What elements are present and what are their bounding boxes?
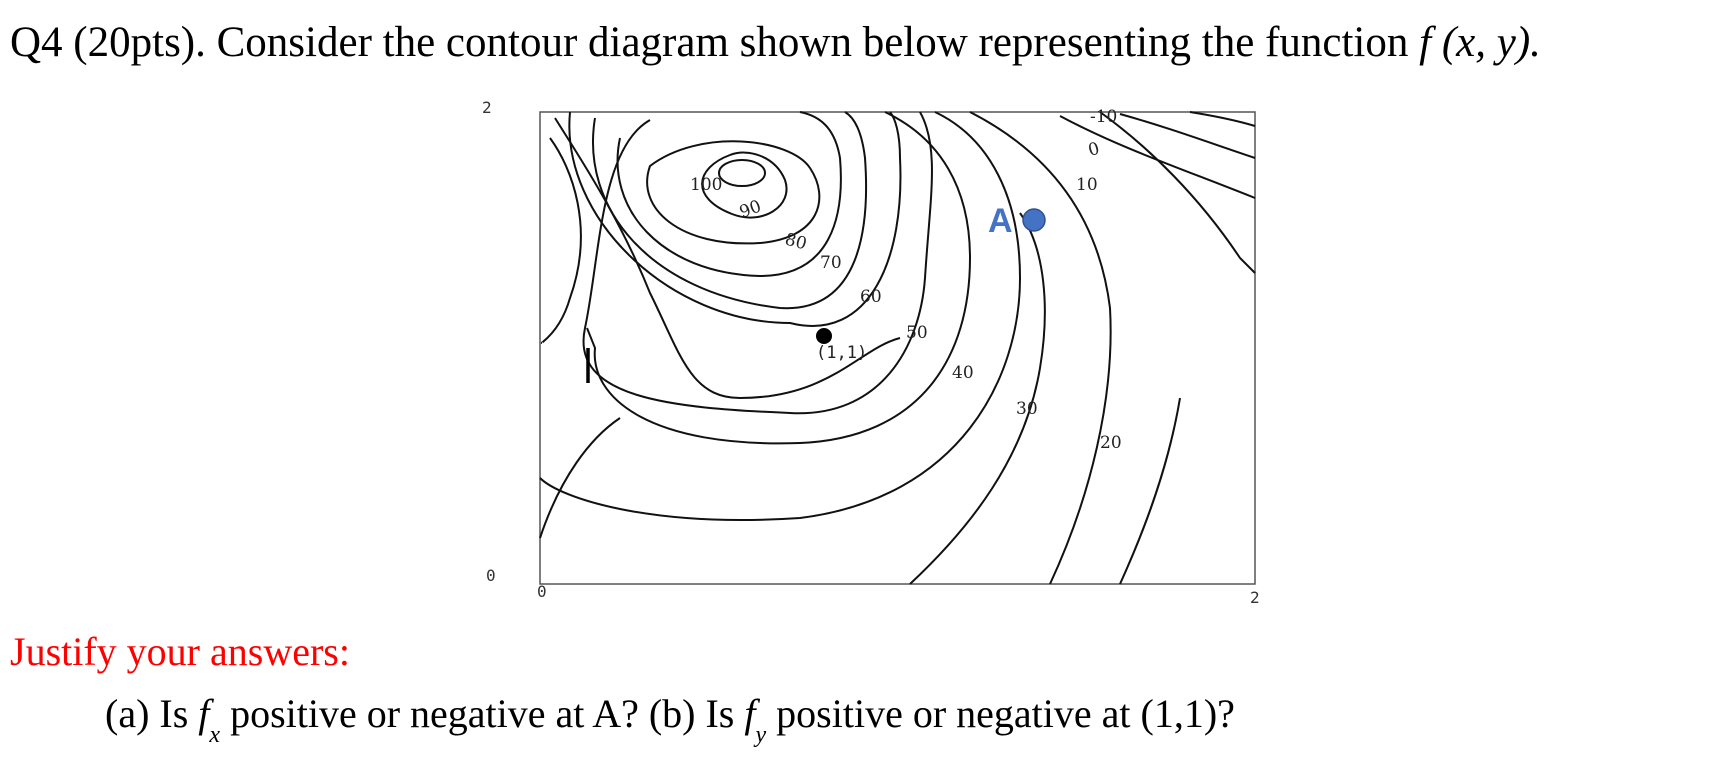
- contour-30-outer: [539, 111, 1022, 521]
- plot-frame: [539, 111, 1256, 585]
- x-axis-right-label: 2: [1250, 588, 1260, 607]
- contour-80: [616, 111, 842, 278]
- part-a-prefix: (a) Is: [105, 691, 199, 736]
- contour-left-lower: [539, 417, 621, 539]
- point-a-label: A: [988, 202, 1013, 240]
- level-label-10: 10: [1076, 175, 1098, 195]
- level-label-90: 90: [737, 197, 764, 223]
- part-b-prefix: (b) Is: [648, 691, 745, 736]
- contour-peak: [718, 159, 766, 187]
- part-a-function: f: [198, 691, 210, 736]
- level-label-100: 100: [690, 175, 722, 195]
- level-label-80: 80: [783, 230, 809, 255]
- contour-100: [701, 151, 788, 219]
- contour-30: [909, 212, 1046, 585]
- contour-40: [586, 111, 972, 445]
- point-1-1-marker: [816, 328, 832, 344]
- y-axis-bottom-label: 0: [486, 566, 496, 585]
- contour-lines: [539, 111, 1256, 585]
- contour-diagram: 100 90 80 70 60 50 40 30 20 10 0 -10 (1,…: [539, 107, 1256, 585]
- level-label-0: 0: [1086, 139, 1102, 161]
- contour-60-lower: [554, 117, 901, 400]
- level-label-70: 70: [820, 253, 842, 273]
- part-a-subscript: x: [209, 722, 221, 748]
- question-prefix: Q4 (20pts). Consider the contour diagram…: [10, 19, 1420, 66]
- justify-instruction: Justify your answers:: [10, 629, 350, 674]
- y-axis-top-label: 2: [482, 98, 492, 117]
- contour-20: [969, 111, 1112, 585]
- level-label-neg10: -10: [1090, 107, 1117, 127]
- level-label-50: 50: [906, 323, 928, 343]
- contour-neg10: [1189, 111, 1256, 127]
- contour-0: [1119, 113, 1256, 159]
- level-label-30: 30: [1016, 399, 1038, 419]
- contour-10-far: [1099, 111, 1256, 274]
- point-a-marker: [1022, 208, 1046, 232]
- level-label-60: 60: [860, 287, 882, 307]
- contour-60-top: [568, 111, 902, 327]
- function-expression: f (x, y).: [1419, 19, 1541, 66]
- contour-90: [646, 140, 821, 245]
- x-axis-left-label: 0: [537, 582, 547, 601]
- part-b-function: f: [744, 691, 756, 736]
- part-b-text: positive or negative at (1,1)?: [766, 691, 1235, 736]
- contour-10: [1059, 115, 1256, 199]
- contour-right-lower: [1119, 397, 1181, 585]
- question-parts: (a) Is fx positive or negative at A? (b)…: [105, 690, 1235, 748]
- contour-50: [582, 111, 933, 415]
- point-1-1-label: (1,1): [816, 343, 867, 363]
- level-label-40: 40: [952, 363, 974, 383]
- part-b-subscript: y: [755, 722, 767, 748]
- question-title: Q4 (20pts). Consider the contour diagram…: [10, 18, 1541, 67]
- contour-left-inner: [540, 137, 582, 344]
- level-label-20: 20: [1100, 433, 1122, 453]
- part-a-text: positive or negative at A?: [220, 691, 649, 736]
